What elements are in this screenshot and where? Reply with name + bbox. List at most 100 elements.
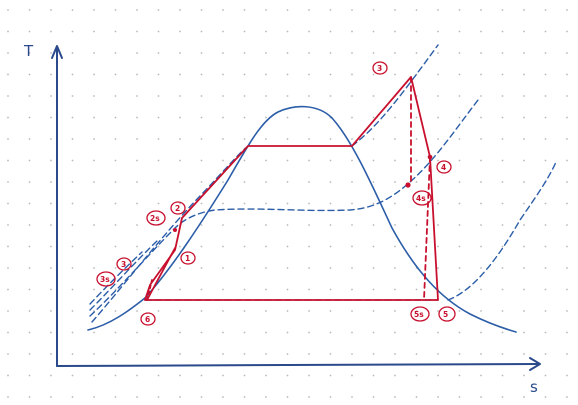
grid-dot: [114, 202, 117, 205]
grid-dot: [351, 30, 353, 33]
state-2: 2: [170, 201, 186, 215]
grid-dot: [179, 138, 181, 140]
grid-dot: [179, 116, 181, 119]
grid-dot: [480, 9, 482, 11]
grid-dot: [114, 267, 117, 269]
grid-dot: [136, 30, 138, 33]
grid-dot: [50, 331, 52, 334]
grid-dot: [372, 181, 375, 183]
grid-dot: [200, 181, 203, 183]
grid-dot: [93, 267, 95, 269]
x-axis-label: s: [530, 378, 538, 396]
grid-dot: [437, 396, 439, 398]
grid-dot: [437, 267, 439, 269]
grid-dot: [286, 267, 289, 269]
grid-dot: [415, 374, 418, 377]
grid-dot: [523, 138, 525, 140]
grid-dot: [286, 245, 289, 248]
point-4s-marker: [405, 182, 411, 188]
grid-dot: [28, 288, 31, 291]
grid-dot: [523, 202, 525, 205]
grid-dot: [394, 396, 396, 398]
grid-dot: [480, 159, 482, 162]
grid-dot: [501, 267, 504, 269]
grid-dot: [222, 181, 224, 183]
grid-dot: [329, 288, 332, 291]
dot-grid: [7, 9, 568, 398]
grid-dot: [7, 310, 9, 312]
grid-dot: [200, 73, 203, 76]
grid-dot: [566, 116, 568, 119]
grid-dot: [243, 267, 246, 269]
grid-dot: [458, 73, 461, 76]
grid-dot: [351, 116, 353, 119]
grid-dot: [308, 353, 310, 355]
grid-dot: [458, 331, 461, 334]
grid-dot: [243, 181, 246, 183]
grid-dot: [566, 374, 568, 377]
grid-dot: [222, 73, 224, 76]
grid-dot: [28, 374, 31, 377]
grid-dot: [28, 159, 31, 162]
grid-dot: [501, 116, 504, 119]
grid-dot: [480, 288, 482, 291]
grid-dot: [7, 245, 9, 248]
grid-dot: [286, 181, 289, 183]
grid-dot: [458, 245, 461, 248]
grid-dot: [372, 138, 375, 140]
grid-dot: [437, 224, 439, 226]
grid-dot: [566, 267, 568, 269]
grid-dot: [308, 9, 310, 11]
grid-dot: [351, 288, 353, 291]
grid-dot: [93, 245, 95, 248]
grid-dot: [222, 267, 224, 269]
grid-dot: [28, 95, 31, 97]
grid-dot: [437, 353, 439, 355]
grid-dot: [93, 224, 95, 226]
grid-dot: [351, 396, 353, 398]
state-3-prime: 3: [116, 257, 132, 271]
grid-dot: [93, 353, 95, 355]
grid-dot: [523, 95, 525, 97]
grid-dot: [415, 396, 418, 398]
grid-dot: [308, 267, 310, 269]
grid-dot: [566, 224, 568, 226]
grid-dot: [157, 331, 160, 334]
grid-dot: [222, 396, 224, 398]
grid-dot: [265, 52, 267, 54]
grid-dot: [372, 9, 375, 11]
grid-dot: [265, 353, 267, 355]
grid-dot: [351, 224, 353, 226]
grid-dot: [136, 95, 138, 97]
grid-dot: [200, 9, 203, 11]
grid-dot: [93, 116, 95, 119]
grid-dot: [394, 52, 396, 54]
grid-dot: [157, 116, 160, 119]
grid-dot: [458, 181, 461, 183]
grid-dot: [394, 181, 396, 183]
grid-dot: [480, 52, 482, 54]
grid-dot: [179, 181, 181, 183]
grid-dot: [458, 116, 461, 119]
grid-dot: [501, 73, 504, 76]
grid-dot: [329, 396, 332, 398]
grid-dot: [458, 374, 461, 377]
grid-dot: [7, 181, 9, 183]
grid-dot: [308, 116, 310, 119]
grid-dot: [265, 267, 267, 269]
grid-dot: [308, 288, 310, 291]
grid-dot: [415, 30, 418, 33]
grid-dot: [544, 30, 547, 33]
grid-dot: [523, 116, 525, 119]
grid-dot: [480, 310, 482, 312]
grid-dot: [114, 374, 117, 377]
grid-dot: [7, 159, 9, 162]
grid-dot: [308, 202, 310, 205]
isobar-high-superheat: [351, 44, 439, 147]
state-4s: 4s: [412, 190, 432, 206]
state-6-label: 6: [145, 315, 150, 324]
grid-dot: [114, 138, 117, 140]
grid-dot: [28, 30, 31, 33]
grid-dot: [372, 95, 375, 97]
